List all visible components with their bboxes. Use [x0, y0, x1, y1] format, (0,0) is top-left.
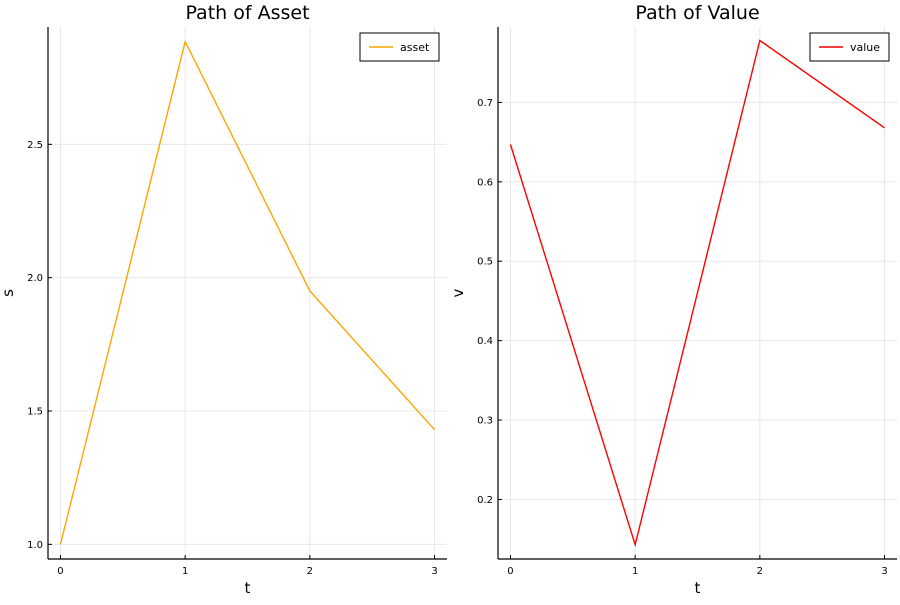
- legend: asset: [359, 32, 440, 62]
- series-line-value: [509, 39, 885, 548]
- data-point: [883, 126, 886, 129]
- legend-box: [359, 32, 440, 62]
- data-point: [634, 543, 637, 546]
- y-tick-label: 0.6: [477, 177, 493, 188]
- x-tick-label: 0: [507, 566, 513, 577]
- y-tick-label: 1.0: [27, 540, 43, 551]
- series-line-asset: [59, 39, 436, 545]
- y-tick-label: 0.2: [477, 495, 493, 506]
- x-tick-label: 0: [57, 566, 63, 577]
- chart-title: Path of Asset: [185, 2, 309, 24]
- x-tick-label: 3: [431, 566, 437, 577]
- y-tick-label: 0.5: [477, 257, 493, 268]
- y-tick-label: 1.5: [27, 407, 43, 418]
- legend: value: [809, 32, 890, 62]
- chart-title: Path of Value: [635, 2, 759, 24]
- x-tick-label: 3: [881, 566, 887, 577]
- legend-label: value: [850, 41, 880, 54]
- y-tick-label: 0.4: [477, 336, 493, 347]
- chart-panel-1: 0 1 2 3 1.0 1.5 2.0 2.5 Path of Asset t s asset: [0, 2, 447, 597]
- x-tick-label: 2: [307, 566, 313, 577]
- x-tick-label: 1: [182, 566, 188, 577]
- chart-panel-2: 0 1 2 3 0.2 0.3 0.4 0.5 0.6 0.7 Path of Value t v val…: [449, 2, 897, 597]
- data-point: [509, 143, 512, 146]
- x-axis-label: t: [245, 579, 251, 597]
- y-tick-label: 2.5: [27, 140, 43, 151]
- x-axis-label: t: [695, 579, 701, 597]
- data-point: [433, 428, 436, 431]
- data-point: [758, 39, 761, 42]
- y-axis-label: s: [0, 289, 17, 297]
- legend-label: asset: [400, 41, 430, 54]
- y-axis-label: v: [449, 288, 467, 297]
- data-point: [308, 290, 311, 293]
- y-tick-label: 0.7: [477, 98, 493, 109]
- data-point: [59, 543, 62, 546]
- x-tick-label: 1: [632, 566, 638, 577]
- data-point: [184, 40, 187, 43]
- y-tick-label: 2.0: [27, 273, 43, 284]
- x-tick-label: 2: [757, 566, 763, 577]
- y-tick-label: 0.3: [477, 416, 493, 427]
